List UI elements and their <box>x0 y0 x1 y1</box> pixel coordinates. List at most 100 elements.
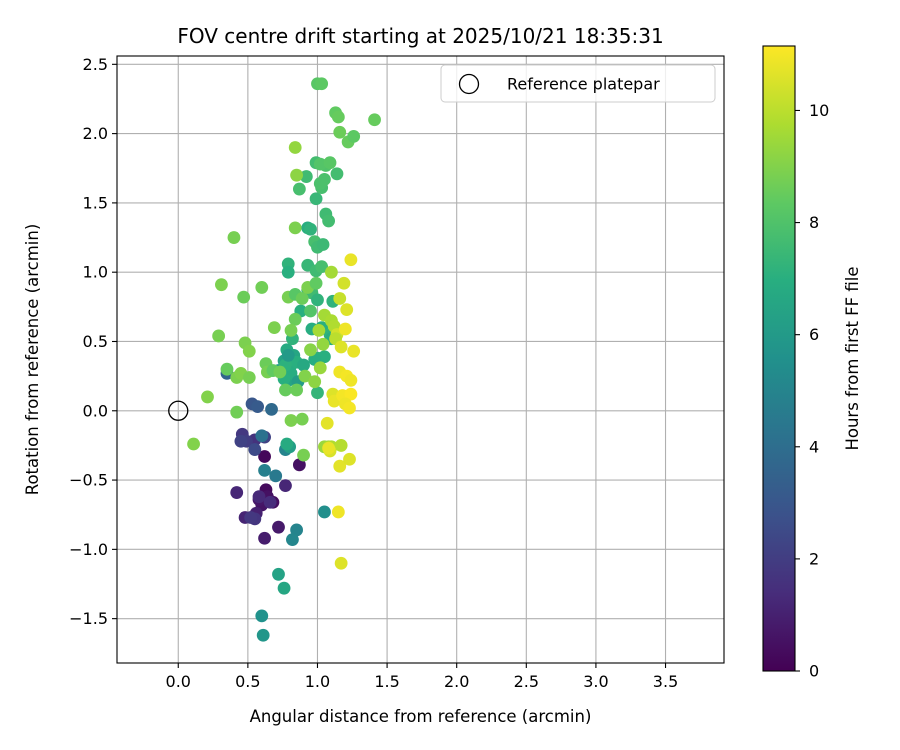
data-point <box>258 531 271 545</box>
data-point <box>304 304 317 318</box>
data-point <box>227 231 241 244</box>
x-tick-label: 2.0 <box>444 672 469 691</box>
data-point <box>242 371 256 384</box>
data-point <box>333 292 347 305</box>
data-point <box>313 361 327 375</box>
reference-point-marker <box>168 400 189 421</box>
data-point <box>220 362 234 376</box>
data-point <box>297 448 310 462</box>
plot-frame <box>116 55 725 664</box>
y-tick-label: −1.5 <box>69 609 108 628</box>
data-point <box>333 459 347 473</box>
data-point <box>343 401 356 415</box>
data-point <box>298 369 312 383</box>
data-point <box>272 567 285 581</box>
data-point <box>286 533 299 547</box>
data-point <box>331 505 345 519</box>
x-tick-label: 0.0 <box>166 672 191 691</box>
data-point <box>290 168 303 182</box>
chart-title: FOV centre drift starting at 2025/10/21 … <box>177 24 663 48</box>
data-points <box>187 77 381 642</box>
x-tick-label: 0.5 <box>235 672 260 691</box>
data-point <box>333 125 347 139</box>
data-point <box>347 129 361 143</box>
data-point <box>330 167 344 181</box>
data-point <box>252 490 266 504</box>
data-point <box>273 365 287 379</box>
data-point <box>263 495 277 509</box>
data-point <box>318 505 331 519</box>
y-tick-label: 2.0 <box>83 124 108 143</box>
data-point <box>242 344 256 358</box>
data-point <box>295 412 309 426</box>
x-axis-label: Angular distance from reference (arcmin) <box>250 707 592 726</box>
data-point <box>290 523 303 537</box>
x-tick-label: 2.5 <box>514 672 539 691</box>
y-tick-label: 0.0 <box>83 401 108 420</box>
data-point <box>337 276 351 290</box>
colorbar-gradient <box>763 46 795 671</box>
data-point <box>316 337 330 351</box>
data-point <box>237 290 251 304</box>
data-point <box>347 344 361 358</box>
data-point <box>255 609 269 623</box>
data-point <box>331 110 345 124</box>
data-point <box>187 437 200 451</box>
data-point <box>234 434 248 448</box>
data-point <box>279 383 292 397</box>
data-point <box>267 321 281 335</box>
data-point <box>313 177 327 190</box>
y-tick-label: −1.0 <box>69 540 108 559</box>
data-point <box>288 141 302 154</box>
data-point <box>248 443 262 456</box>
colorbar-ticks: 0 2 4 6 8 10 <box>795 101 829 681</box>
data-point <box>338 322 352 336</box>
colorbar-tick-label: 8 <box>809 213 819 232</box>
data-point <box>304 222 317 236</box>
data-point <box>292 458 306 472</box>
data-point <box>251 400 265 414</box>
data-point <box>288 221 302 235</box>
legend: Reference platepar <box>440 64 716 103</box>
x-tick-label: 1.5 <box>374 672 399 691</box>
data-point <box>304 343 317 357</box>
data-point <box>343 452 356 466</box>
legend-box <box>440 64 716 103</box>
data-point <box>258 450 271 463</box>
data-point <box>272 520 285 534</box>
data-point <box>311 293 324 307</box>
y-tick-label: 1.0 <box>83 263 108 282</box>
legend-entry-reference-platepar: Reference platepar <box>507 75 660 94</box>
data-point <box>295 292 309 305</box>
data-point <box>255 281 269 294</box>
data-point <box>308 375 322 389</box>
colorbar-frame <box>762 45 796 672</box>
data-point <box>312 323 326 337</box>
data-point <box>318 350 331 364</box>
data-point <box>281 265 295 279</box>
x-tick-label: 3.5 <box>653 672 678 691</box>
data-point <box>309 276 323 290</box>
data-point <box>316 238 330 251</box>
y-axis-label: Rotation from reference (arcmin) <box>23 224 42 496</box>
y-tick-label: 1.5 <box>83 193 108 212</box>
data-point <box>309 192 323 206</box>
data-point <box>334 556 348 570</box>
data-point <box>256 628 270 642</box>
data-point <box>340 303 354 317</box>
data-point <box>320 416 334 430</box>
y-tick-label: 2.5 <box>83 55 108 74</box>
y-tick-label: 0.5 <box>83 332 108 351</box>
colorbar-tick-label: 0 <box>809 662 819 681</box>
data-point <box>315 260 329 274</box>
data-point <box>265 402 278 416</box>
data-point <box>322 214 336 228</box>
data-point <box>299 170 313 183</box>
data-point <box>284 323 298 337</box>
data-point <box>280 437 294 451</box>
data-point <box>344 387 358 401</box>
data-point <box>324 265 338 279</box>
y-tick-label: −0.5 <box>69 471 108 490</box>
data-point <box>323 156 337 170</box>
data-point <box>334 340 348 354</box>
